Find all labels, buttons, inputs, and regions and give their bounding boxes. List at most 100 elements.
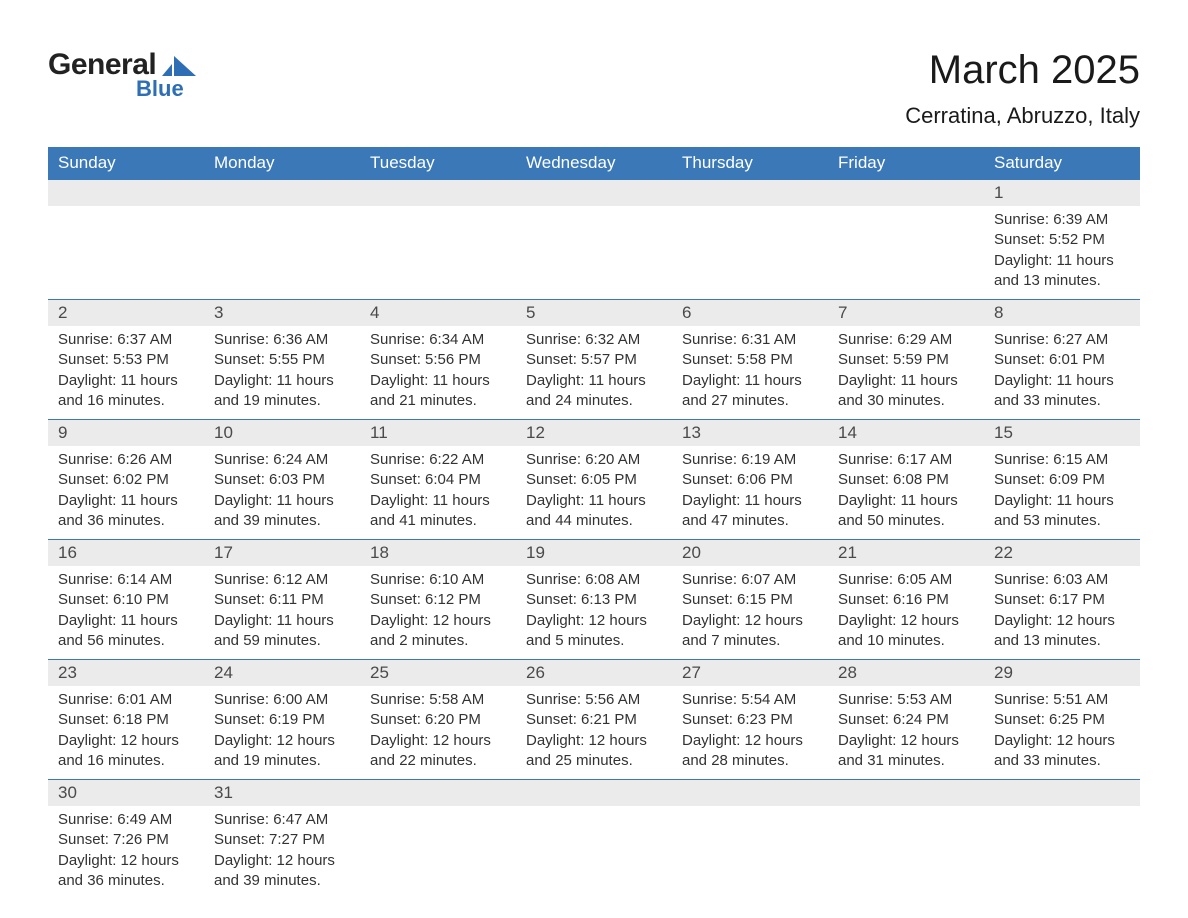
sunrise-line: Sunrise: 6:12 AM: [214, 570, 350, 590]
calendar-cell: 23Sunrise: 6:01 AMSunset: 6:18 PMDayligh…: [48, 660, 204, 780]
sunset-line: Sunset: 6:06 PM: [682, 470, 818, 490]
calendar-cell: 10Sunrise: 6:24 AMSunset: 6:03 PMDayligh…: [204, 420, 360, 540]
sunset-line: Sunset: 6:01 PM: [994, 350, 1130, 370]
sunset-line: Sunset: 6:08 PM: [838, 470, 974, 490]
daylight-line: Daylight: 11 hours and 53 minutes.: [994, 491, 1130, 532]
daylight-line: Daylight: 12 hours and 16 minutes.: [58, 731, 194, 772]
day-number: [360, 780, 516, 806]
day-number: 28: [828, 660, 984, 686]
sunrise-line: Sunrise: 6:32 AM: [526, 330, 662, 350]
sunset-line: Sunset: 6:20 PM: [370, 710, 506, 730]
sunrise-line: Sunrise: 6:15 AM: [994, 450, 1130, 470]
day-details: [828, 806, 984, 886]
sunset-line: Sunset: 6:18 PM: [58, 710, 194, 730]
day-details: Sunrise: 5:58 AMSunset: 6:20 PMDaylight:…: [360, 686, 516, 779]
daylight-line: Daylight: 11 hours and 13 minutes.: [994, 251, 1130, 292]
calendar-cell: 11Sunrise: 6:22 AMSunset: 6:04 PMDayligh…: [360, 420, 516, 540]
calendar-cell: 24Sunrise: 6:00 AMSunset: 6:19 PMDayligh…: [204, 660, 360, 780]
sunrise-line: Sunrise: 5:53 AM: [838, 690, 974, 710]
calendar-cell: 25Sunrise: 5:58 AMSunset: 6:20 PMDayligh…: [360, 660, 516, 780]
day-details: [204, 206, 360, 286]
calendar-header-row: Sunday Monday Tuesday Wednesday Thursday…: [48, 147, 1140, 180]
calendar-cell: [204, 180, 360, 300]
calendar-cell: [984, 780, 1140, 900]
day-number: 11: [360, 420, 516, 446]
sunrise-line: Sunrise: 6:01 AM: [58, 690, 194, 710]
daylight-line: Daylight: 11 hours and 30 minutes.: [838, 371, 974, 412]
day-details: Sunrise: 6:34 AMSunset: 5:56 PMDaylight:…: [360, 326, 516, 419]
sunset-line: Sunset: 6:16 PM: [838, 590, 974, 610]
sunrise-line: Sunrise: 6:39 AM: [994, 210, 1130, 230]
sunset-line: Sunset: 6:09 PM: [994, 470, 1130, 490]
daylight-line: Daylight: 12 hours and 5 minutes.: [526, 611, 662, 652]
day-number: 23: [48, 660, 204, 686]
sunrise-line: Sunrise: 6:03 AM: [994, 570, 1130, 590]
daylight-line: Daylight: 12 hours and 31 minutes.: [838, 731, 974, 772]
sunrise-line: Sunrise: 5:58 AM: [370, 690, 506, 710]
day-details: [48, 206, 204, 286]
day-details: [516, 806, 672, 886]
day-number: [516, 780, 672, 806]
calendar-cell: 26Sunrise: 5:56 AMSunset: 6:21 PMDayligh…: [516, 660, 672, 780]
calendar-cell: 22Sunrise: 6:03 AMSunset: 6:17 PMDayligh…: [984, 540, 1140, 660]
calendar-cell: 9Sunrise: 6:26 AMSunset: 6:02 PMDaylight…: [48, 420, 204, 540]
day-details: Sunrise: 6:39 AMSunset: 5:52 PMDaylight:…: [984, 206, 1140, 299]
calendar-row: 23Sunrise: 6:01 AMSunset: 6:18 PMDayligh…: [48, 660, 1140, 780]
calendar-row: 16Sunrise: 6:14 AMSunset: 6:10 PMDayligh…: [48, 540, 1140, 660]
sunrise-line: Sunrise: 6:08 AM: [526, 570, 662, 590]
calendar-cell: [672, 780, 828, 900]
day-details: Sunrise: 6:15 AMSunset: 6:09 PMDaylight:…: [984, 446, 1140, 539]
sunrise-line: Sunrise: 6:20 AM: [526, 450, 662, 470]
sunset-line: Sunset: 5:58 PM: [682, 350, 818, 370]
calendar-cell: 14Sunrise: 6:17 AMSunset: 6:08 PMDayligh…: [828, 420, 984, 540]
daylight-line: Daylight: 11 hours and 56 minutes.: [58, 611, 194, 652]
day-number: 15: [984, 420, 1140, 446]
daylight-line: Daylight: 11 hours and 24 minutes.: [526, 371, 662, 412]
sunset-line: Sunset: 6:24 PM: [838, 710, 974, 730]
day-details: Sunrise: 5:56 AMSunset: 6:21 PMDaylight:…: [516, 686, 672, 779]
sunset-line: Sunset: 6:04 PM: [370, 470, 506, 490]
daylight-line: Daylight: 12 hours and 36 minutes.: [58, 851, 194, 892]
sunset-line: Sunset: 5:55 PM: [214, 350, 350, 370]
calendar-cell: 31Sunrise: 6:47 AMSunset: 7:27 PMDayligh…: [204, 780, 360, 900]
calendar-table: Sunday Monday Tuesday Wednesday Thursday…: [48, 147, 1140, 899]
calendar-cell: 4Sunrise: 6:34 AMSunset: 5:56 PMDaylight…: [360, 300, 516, 420]
calendar-cell: [360, 180, 516, 300]
calendar-cell: 18Sunrise: 6:10 AMSunset: 6:12 PMDayligh…: [360, 540, 516, 660]
sunset-line: Sunset: 6:02 PM: [58, 470, 194, 490]
day-number: 16: [48, 540, 204, 566]
day-details: Sunrise: 6:01 AMSunset: 6:18 PMDaylight:…: [48, 686, 204, 779]
day-details: Sunrise: 6:36 AMSunset: 5:55 PMDaylight:…: [204, 326, 360, 419]
sunrise-line: Sunrise: 6:07 AM: [682, 570, 818, 590]
day-details: Sunrise: 6:49 AMSunset: 7:26 PMDaylight:…: [48, 806, 204, 899]
day-details: Sunrise: 6:17 AMSunset: 6:08 PMDaylight:…: [828, 446, 984, 539]
weekday-header: Wednesday: [516, 147, 672, 180]
sunrise-line: Sunrise: 6:34 AM: [370, 330, 506, 350]
day-number: 31: [204, 780, 360, 806]
daylight-line: Daylight: 12 hours and 7 minutes.: [682, 611, 818, 652]
calendar-cell: 30Sunrise: 6:49 AMSunset: 7:26 PMDayligh…: [48, 780, 204, 900]
day-number: 19: [516, 540, 672, 566]
sunrise-line: Sunrise: 5:54 AM: [682, 690, 818, 710]
location-subtitle: Cerratina, Abruzzo, Italy: [905, 103, 1140, 129]
calendar-cell: 17Sunrise: 6:12 AMSunset: 6:11 PMDayligh…: [204, 540, 360, 660]
sunrise-line: Sunrise: 6:47 AM: [214, 810, 350, 830]
day-number: 10: [204, 420, 360, 446]
title-block: March 2025 Cerratina, Abruzzo, Italy: [905, 48, 1140, 129]
sunrise-line: Sunrise: 6:49 AM: [58, 810, 194, 830]
calendar-cell: [48, 180, 204, 300]
calendar-cell: [360, 780, 516, 900]
header-region: General Blue March 2025 Cerratina, Abruz…: [48, 48, 1140, 129]
daylight-line: Daylight: 12 hours and 19 minutes.: [214, 731, 350, 772]
day-details: Sunrise: 6:00 AMSunset: 6:19 PMDaylight:…: [204, 686, 360, 779]
brand-text-blue: Blue: [136, 76, 184, 102]
sunrise-line: Sunrise: 6:37 AM: [58, 330, 194, 350]
day-details: Sunrise: 5:53 AMSunset: 6:24 PMDaylight:…: [828, 686, 984, 779]
daylight-line: Daylight: 12 hours and 13 minutes.: [994, 611, 1130, 652]
sunset-line: Sunset: 5:52 PM: [994, 230, 1130, 250]
sunset-line: Sunset: 7:27 PM: [214, 830, 350, 850]
sunset-line: Sunset: 6:21 PM: [526, 710, 662, 730]
day-number: 24: [204, 660, 360, 686]
day-number: [828, 180, 984, 206]
calendar-cell: 27Sunrise: 5:54 AMSunset: 6:23 PMDayligh…: [672, 660, 828, 780]
